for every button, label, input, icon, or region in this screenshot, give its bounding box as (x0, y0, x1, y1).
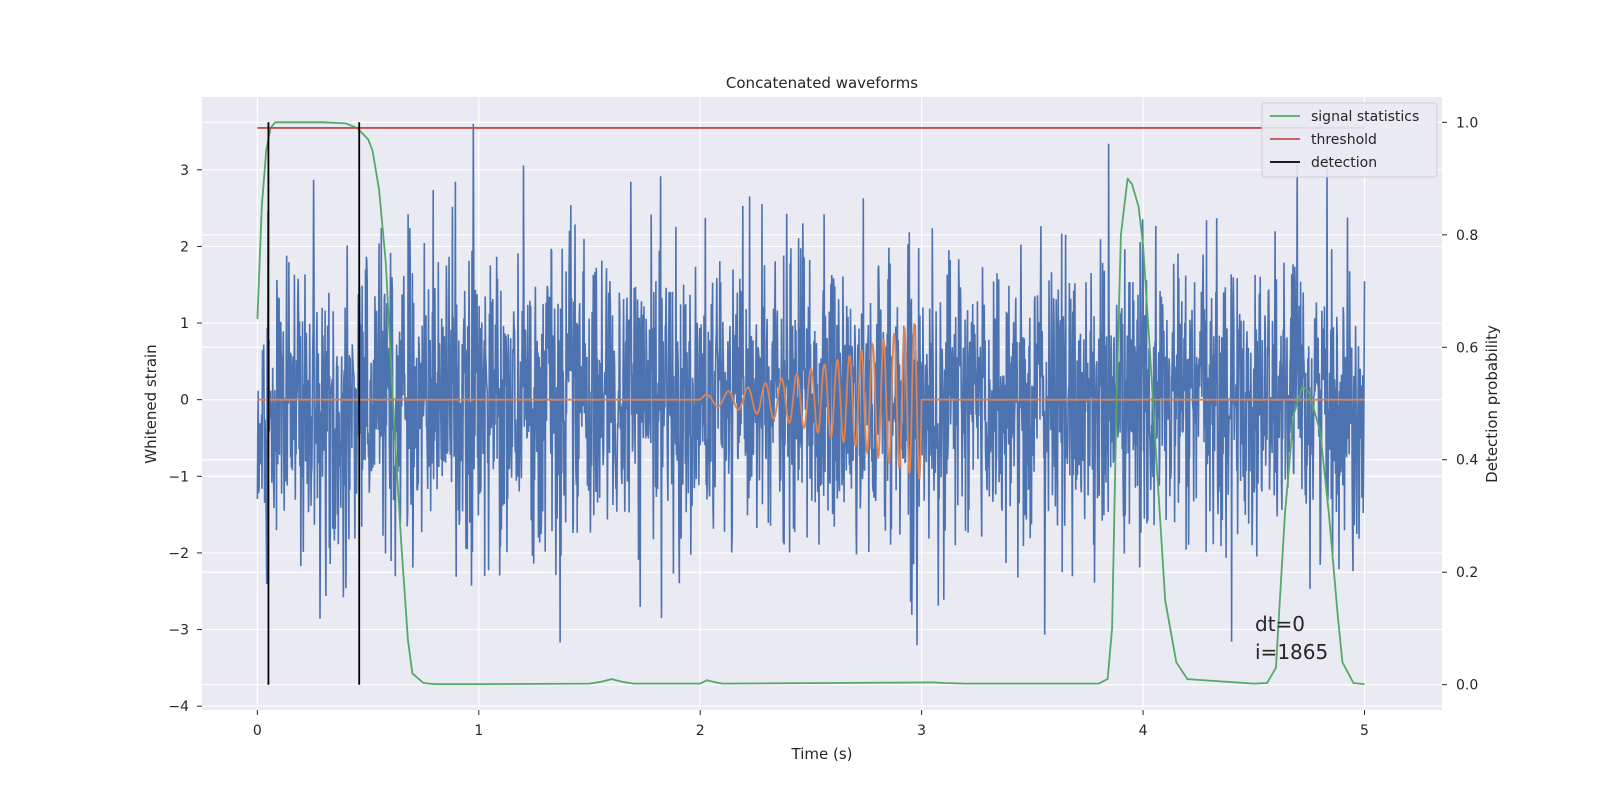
legend: signal statistics threshold detection (1261, 102, 1438, 178)
strain-noise-line (256, 123, 1366, 646)
legend-box (1261, 102, 1438, 178)
strain-noise-series (256, 123, 1366, 646)
y-tick-label: 3 (180, 163, 189, 179)
x-tick-label: 4 (1139, 723, 1148, 739)
detection-series (267, 122, 361, 685)
chart-title: Concatenated waveforms (726, 74, 918, 92)
legend-label-detection: detection (1311, 155, 1377, 171)
x-tick-label: 1 (474, 723, 483, 739)
signal-statistics-series (256, 121, 1365, 685)
signal-waveform-line (257, 323, 1365, 480)
y-tick-label: 0 (180, 393, 189, 409)
signal-statistics-line (256, 121, 1365, 685)
annotation-index: i=1865 (1255, 640, 1328, 664)
legend-label-signal-statistics: signal statistics (1311, 109, 1419, 125)
x-tick-label: 2 (696, 723, 705, 739)
signal-waveform-series (257, 323, 1365, 480)
y-axis-label: Whitened strain (142, 344, 160, 463)
y-tick-label: 2 (180, 239, 189, 255)
y-tick-label: −3 (168, 623, 189, 639)
x-tick-label: 3 (917, 723, 926, 739)
right-axis-ticks: 0.0 0.2 0.4 0.6 0.8 1.0 (1442, 115, 1478, 694)
x-tick-label: 5 (1360, 723, 1369, 739)
y-tick-label: −1 (168, 469, 189, 485)
x-axis-ticks: 0 1 2 3 4 5 (253, 710, 1369, 739)
x-tick-label: 0 (253, 723, 262, 739)
y-tick-label: −2 (168, 546, 189, 562)
annotation-dt: dt=0 (1255, 612, 1305, 636)
y2-tick-label: 1.0 (1456, 115, 1478, 131)
y2-axis-label: Detection probability (1483, 325, 1501, 483)
left-axis-ticks: −4 −3 −2 −1 0 1 2 3 (168, 163, 202, 715)
y2-tick-label: 0.6 (1456, 340, 1478, 356)
y2-tick-label: 0.0 (1456, 678, 1478, 694)
y-tick-label: −4 (168, 699, 189, 715)
x-axis-label: Time (s) (791, 745, 853, 763)
y-tick-label: 1 (180, 316, 189, 332)
y2-tick-label: 0.4 (1456, 453, 1478, 469)
y2-tick-label: 0.2 (1456, 565, 1478, 581)
y2-tick-label: 0.8 (1456, 228, 1478, 244)
legend-label-threshold: threshold (1311, 132, 1377, 148)
